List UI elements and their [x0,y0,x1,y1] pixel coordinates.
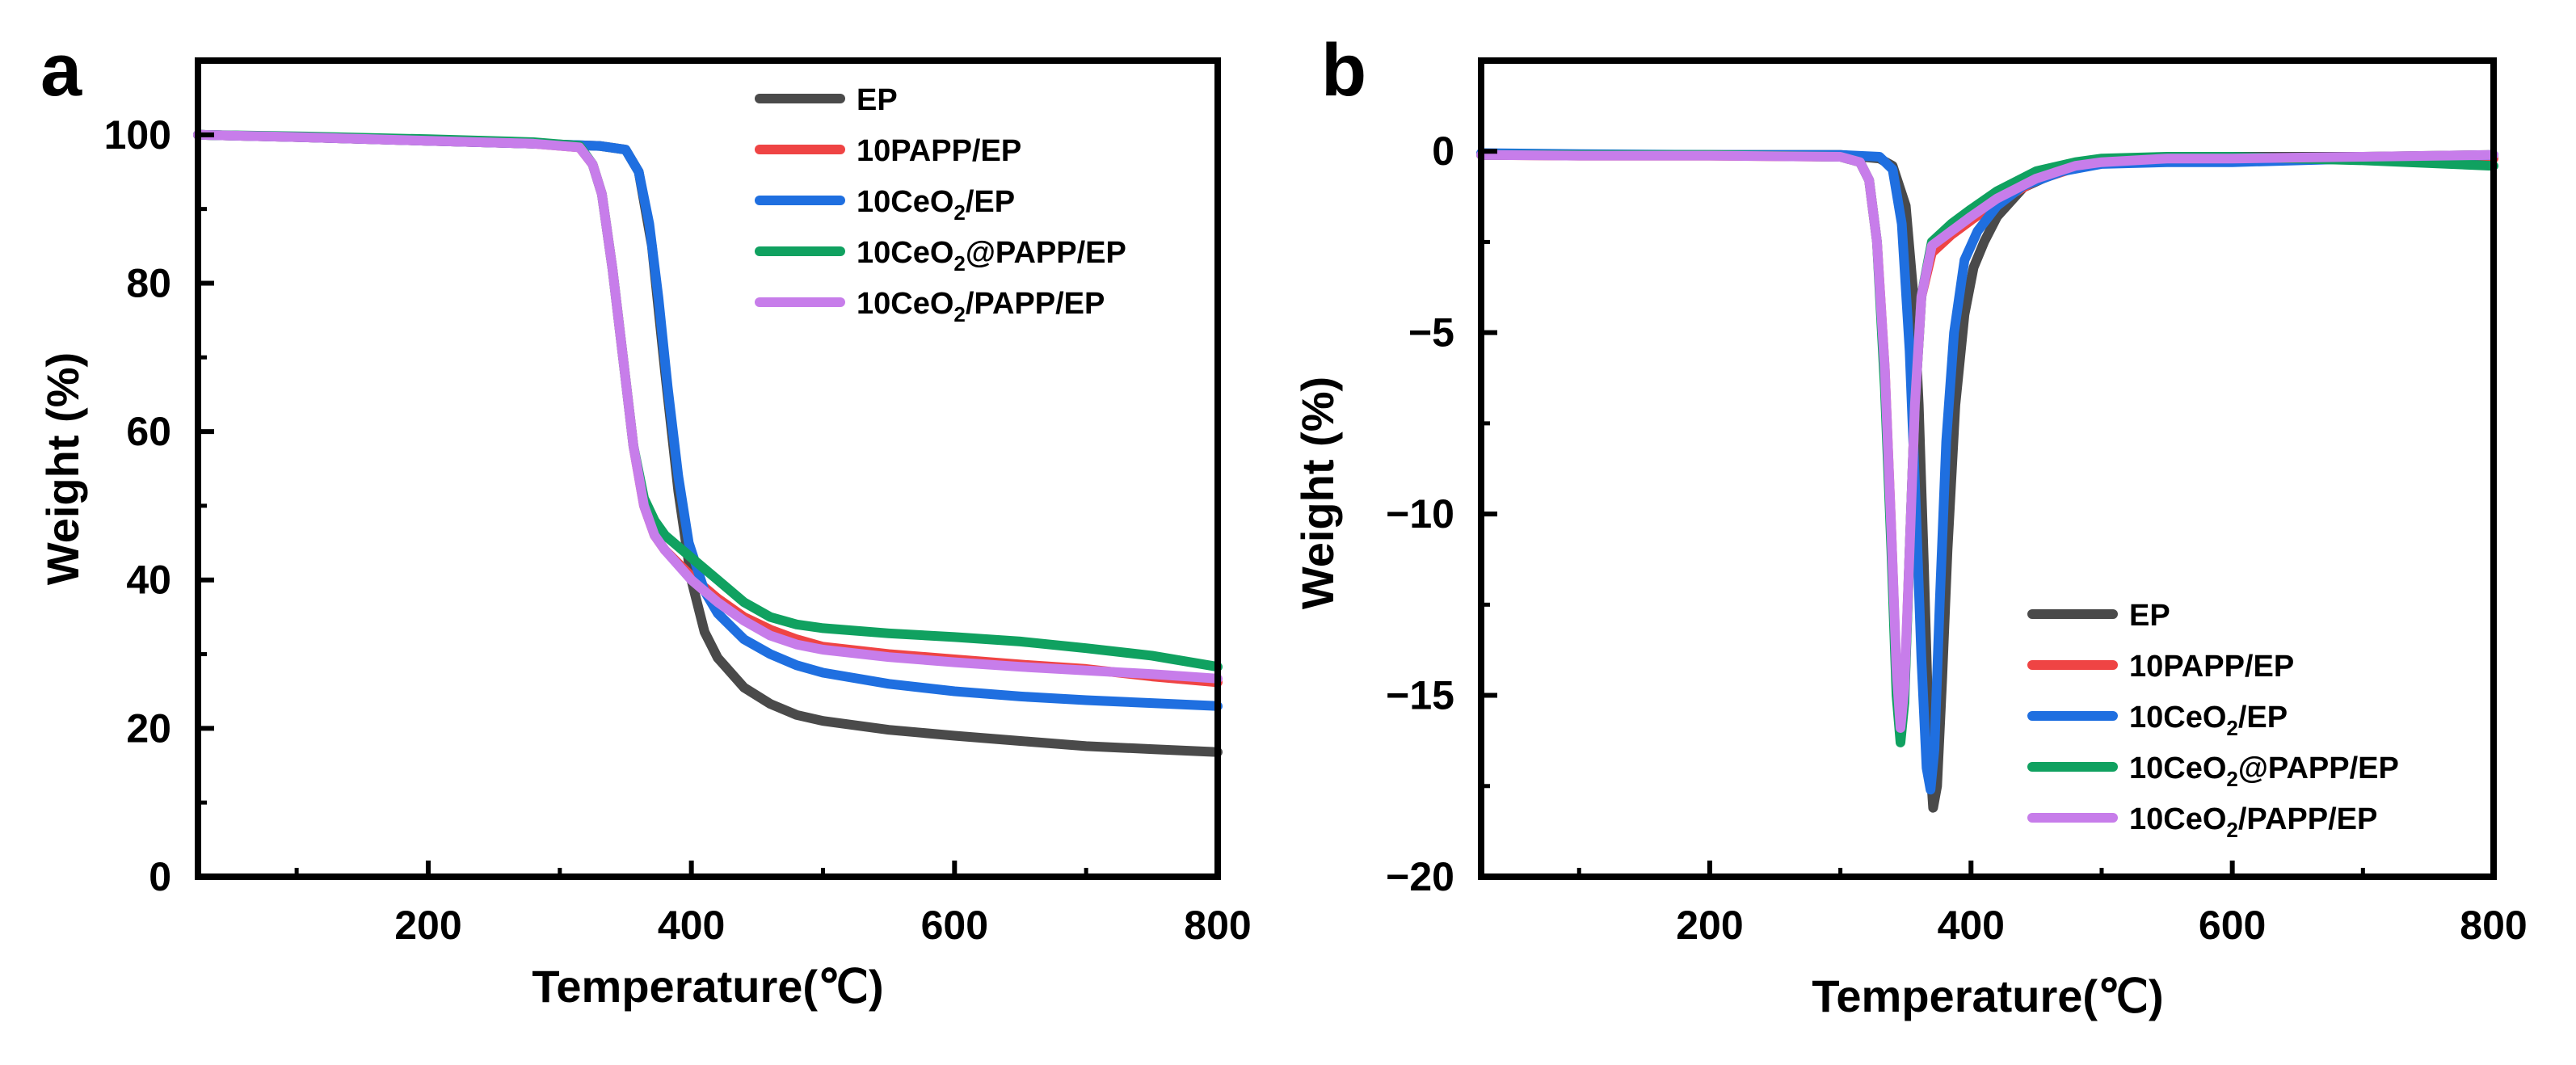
legend-label: 10CeO2/PAPP/EP [857,287,1105,326]
legend-b: EP 10PAPP/EP 10CeO2/EP 10CeO2@PAPP/EP 10CeO2… [2027,599,2399,842]
legend-label: 10CeO2/EP [2129,701,2288,740]
y-tick-label: 80 [126,260,171,305]
x-tick-label: 800 [2460,903,2527,948]
x-axis-title-b: Temperature(℃) [1812,970,2163,1021]
legend-label: 10PAPP/EP [2129,650,2294,684]
y-tick-label: 40 [126,558,171,603]
y-axis-title-b: Weight (%) [1292,377,1343,609]
y-tick-label: 0 [1432,128,1454,174]
x-tick-label: 400 [658,903,725,948]
legend-label: 10CeO2/EP [857,185,1015,225]
y-tick-label: −15 [1386,673,1454,718]
x-tick-label: 400 [1938,903,2005,948]
ticks-a: 200 400 600 800 0 20 40 60 80 100 [104,112,1252,948]
legend-a: EP 10PAPP/EP 10CeO2/EP 10CeO2@PAPP/EP 10CeO2… [755,83,1126,326]
legend-label: EP [2129,599,2170,633]
legend-label: EP [857,83,898,117]
series-line-10ceo2-ep [1476,148,2498,795]
panel-letter-b: b [1321,29,1366,112]
ticks-b: 200 400 600 800 −20 −15 −10 −5 0 [1386,128,2528,948]
x-tick-label: 600 [921,903,988,948]
y-tick-label: 20 [126,705,171,751]
x-axis-title-a: Temperature(℃) [532,961,883,1012]
y-tick-label: 0 [149,854,171,899]
y-tick-label: −10 [1386,491,1454,537]
legend-label: 10PAPP/EP [857,134,1021,168]
plot-frame-b [1478,57,2497,880]
y-tick-label: 60 [126,409,171,454]
y-tick-label: 100 [104,112,171,158]
panel-a: a 200 400 600 800 0 20 40 60 80 100 Temperature(℃… [37,29,1252,1012]
x-tick-label: 200 [1676,903,1743,948]
series-line-ep [193,129,1223,757]
series-line-10ceo2-papp-ep [1476,149,2498,733]
series-line-10ceo2-ep [193,129,1223,711]
legend-label: 10CeO2/PAPP/EP [2129,802,2377,842]
series-line-10ceo2-papp-ep [193,129,1223,684]
y-tick-label: −5 [1408,310,1454,356]
x-tick-label: 600 [2199,903,2266,948]
plot-frame-a [195,57,1221,880]
legend-label: 10CeO2@PAPP/EP [2129,751,2399,791]
y-tick-label: −20 [1386,854,1454,899]
panel-b: b 200 400 600 800 −20 −15 −10 −5 0 Temperature(℃… [1292,29,2528,1021]
series-line-ep [1476,149,2498,813]
legend-label: 10CeO2@PAPP/EP [857,236,1126,276]
panel-letter-a: a [40,29,82,112]
plot-area-b [1476,148,2498,813]
plot-area-a [193,129,1223,757]
x-tick-label: 800 [1184,903,1251,948]
y-axis-title-a: Weight (%) [37,352,88,585]
x-tick-label: 200 [394,903,461,948]
